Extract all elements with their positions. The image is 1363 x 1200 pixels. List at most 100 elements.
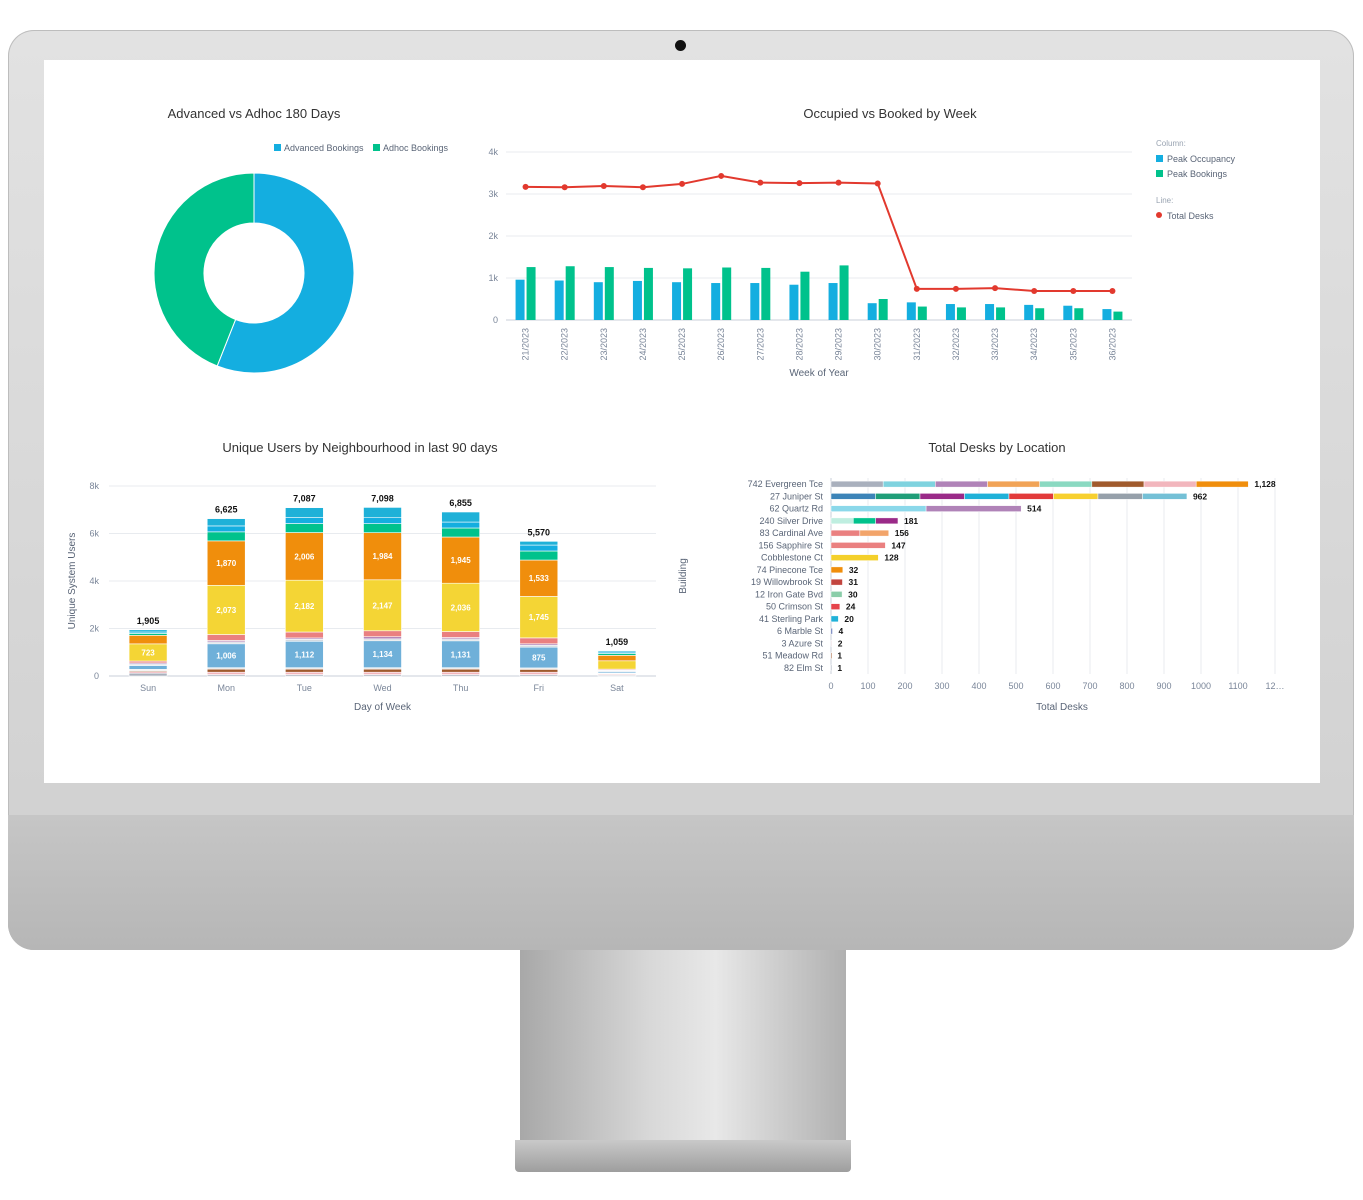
segment-label: 2,006 [294,552,315,561]
x-tick-label: 26/2023 [716,328,726,361]
x-tick-label: 1100 [1228,681,1247,691]
bar-total-label: 128 [884,553,898,563]
stacked-segment [285,517,324,524]
legend-swatch [274,144,281,151]
location-bar-segment [875,517,899,525]
location-bar-segment [1039,480,1093,488]
dashboard-screen: Advanced vs Adhoc 180 Days Advanced Booki… [44,60,1320,783]
monitor-chin [8,815,1354,950]
stack-total-label: 7,087 [293,494,316,504]
x-tick-label: 27/2023 [755,328,765,361]
x-tick-label: 900 [1156,681,1171,691]
stacked-segment [441,671,480,675]
legend-label: Adhoc Bookings [383,143,449,153]
line-point [1070,288,1077,295]
bar-peak-occupancy [1063,305,1073,320]
location-bar-segment [830,615,839,623]
bar-peak-occupancy [515,279,525,320]
location-bar-segment [830,554,879,561]
line-point [874,180,881,187]
bar-peak-occupancy [789,284,799,320]
y-tick-label: 50 Crimson St [766,602,824,612]
y-tick-label: 4k [488,147,498,157]
bar-total-label: 962 [1193,491,1207,501]
x-tick-label: 100 [860,681,875,691]
location-bar-segment [1053,493,1099,500]
stacked-segment [441,521,480,529]
stacked-segment [441,582,480,632]
stacked-segment [128,635,168,645]
stacked-segment [206,518,246,527]
location-bar-segment [882,480,936,488]
stacked-segment [206,584,246,635]
bar-peak-bookings [996,307,1006,320]
x-tick-label: Mon [217,683,235,693]
line-point [679,180,686,187]
bar-peak-occupancy [945,304,955,320]
legend-label: Total Desks [1167,211,1214,221]
location-bar-segment [1091,480,1145,488]
y-tick-label: 1k [488,273,498,283]
bar-total-label: 1,128 [1254,479,1276,489]
legend-heading: Line: [1156,196,1173,205]
x-tick-label: 29/2023 [834,328,844,361]
stacked-segment [441,511,480,523]
x-tick-label: 34/2023 [1029,328,1039,361]
stacked-segment [206,634,246,641]
stacked-segment [363,668,402,673]
bar-peak-bookings [1113,311,1123,320]
location-bar-segment [830,493,876,500]
y-tick-label: 83 Cardinal Ave [760,528,823,538]
bar-peak-bookings [526,267,536,320]
segment-label: 1,945 [451,556,472,565]
x-tick-label: 12… [1265,681,1284,691]
bar-peak-bookings [800,271,810,320]
x-axis-title: Week of Year [789,368,849,379]
y-tick-label: 3k [488,189,498,199]
stacked-segment [363,636,402,640]
bar-peak-bookings [917,306,927,320]
donut-slice [216,172,355,374]
stacked-segment [363,517,402,524]
segment-label: 1,006 [216,652,237,661]
x-tick-label: Wed [373,683,391,693]
stacked-segment [285,671,324,675]
x-tick-label: 28/2023 [794,328,804,361]
legend-label: Peak Bookings [1167,169,1228,179]
x-tick-label: 500 [1008,681,1023,691]
legend-swatch [373,144,380,151]
bar-peak-bookings [878,299,888,320]
segment-label: 1,984 [372,552,393,561]
segment-label: 2,073 [216,606,237,615]
stack-total-label: 6,855 [449,498,472,508]
stacked-segment [285,631,324,639]
line-point [718,172,725,179]
x-tick-label: 32/2023 [951,328,961,361]
location-bar-segment [830,603,841,610]
y-axis-title: Unique System Users [67,533,78,630]
monitor-stand [520,950,846,1140]
y-tick-label: 0 [94,671,99,681]
stacked-segment [285,668,324,673]
x-tick-label: 600 [1045,681,1060,691]
stacked-segment [519,541,559,546]
x-tick-label: 31/2023 [912,328,922,361]
x-tick-label: 800 [1119,681,1134,691]
y-tick-label: 240 Silver Drive [759,516,823,526]
bar-total-label: 1 [837,663,842,673]
y-tick-label: 41 Sterling Park [759,614,824,624]
stacked-segment [519,544,559,552]
legend-swatch [1156,212,1162,218]
stacked-segment [128,665,168,670]
stacked-segment [363,523,402,533]
x-tick-label: 30/2023 [873,328,883,361]
stacked-segment [363,507,402,519]
y-tick-label: 27 Juniper St [770,491,824,501]
line-point [757,179,764,186]
location-bar-segment [830,542,886,549]
y-tick-label: 82 Elm St [784,663,824,673]
segment-label: 2,182 [294,602,315,611]
line-point [1031,288,1038,295]
x-axis-title: Day of Week [354,702,412,713]
stacked-segment [363,630,402,638]
